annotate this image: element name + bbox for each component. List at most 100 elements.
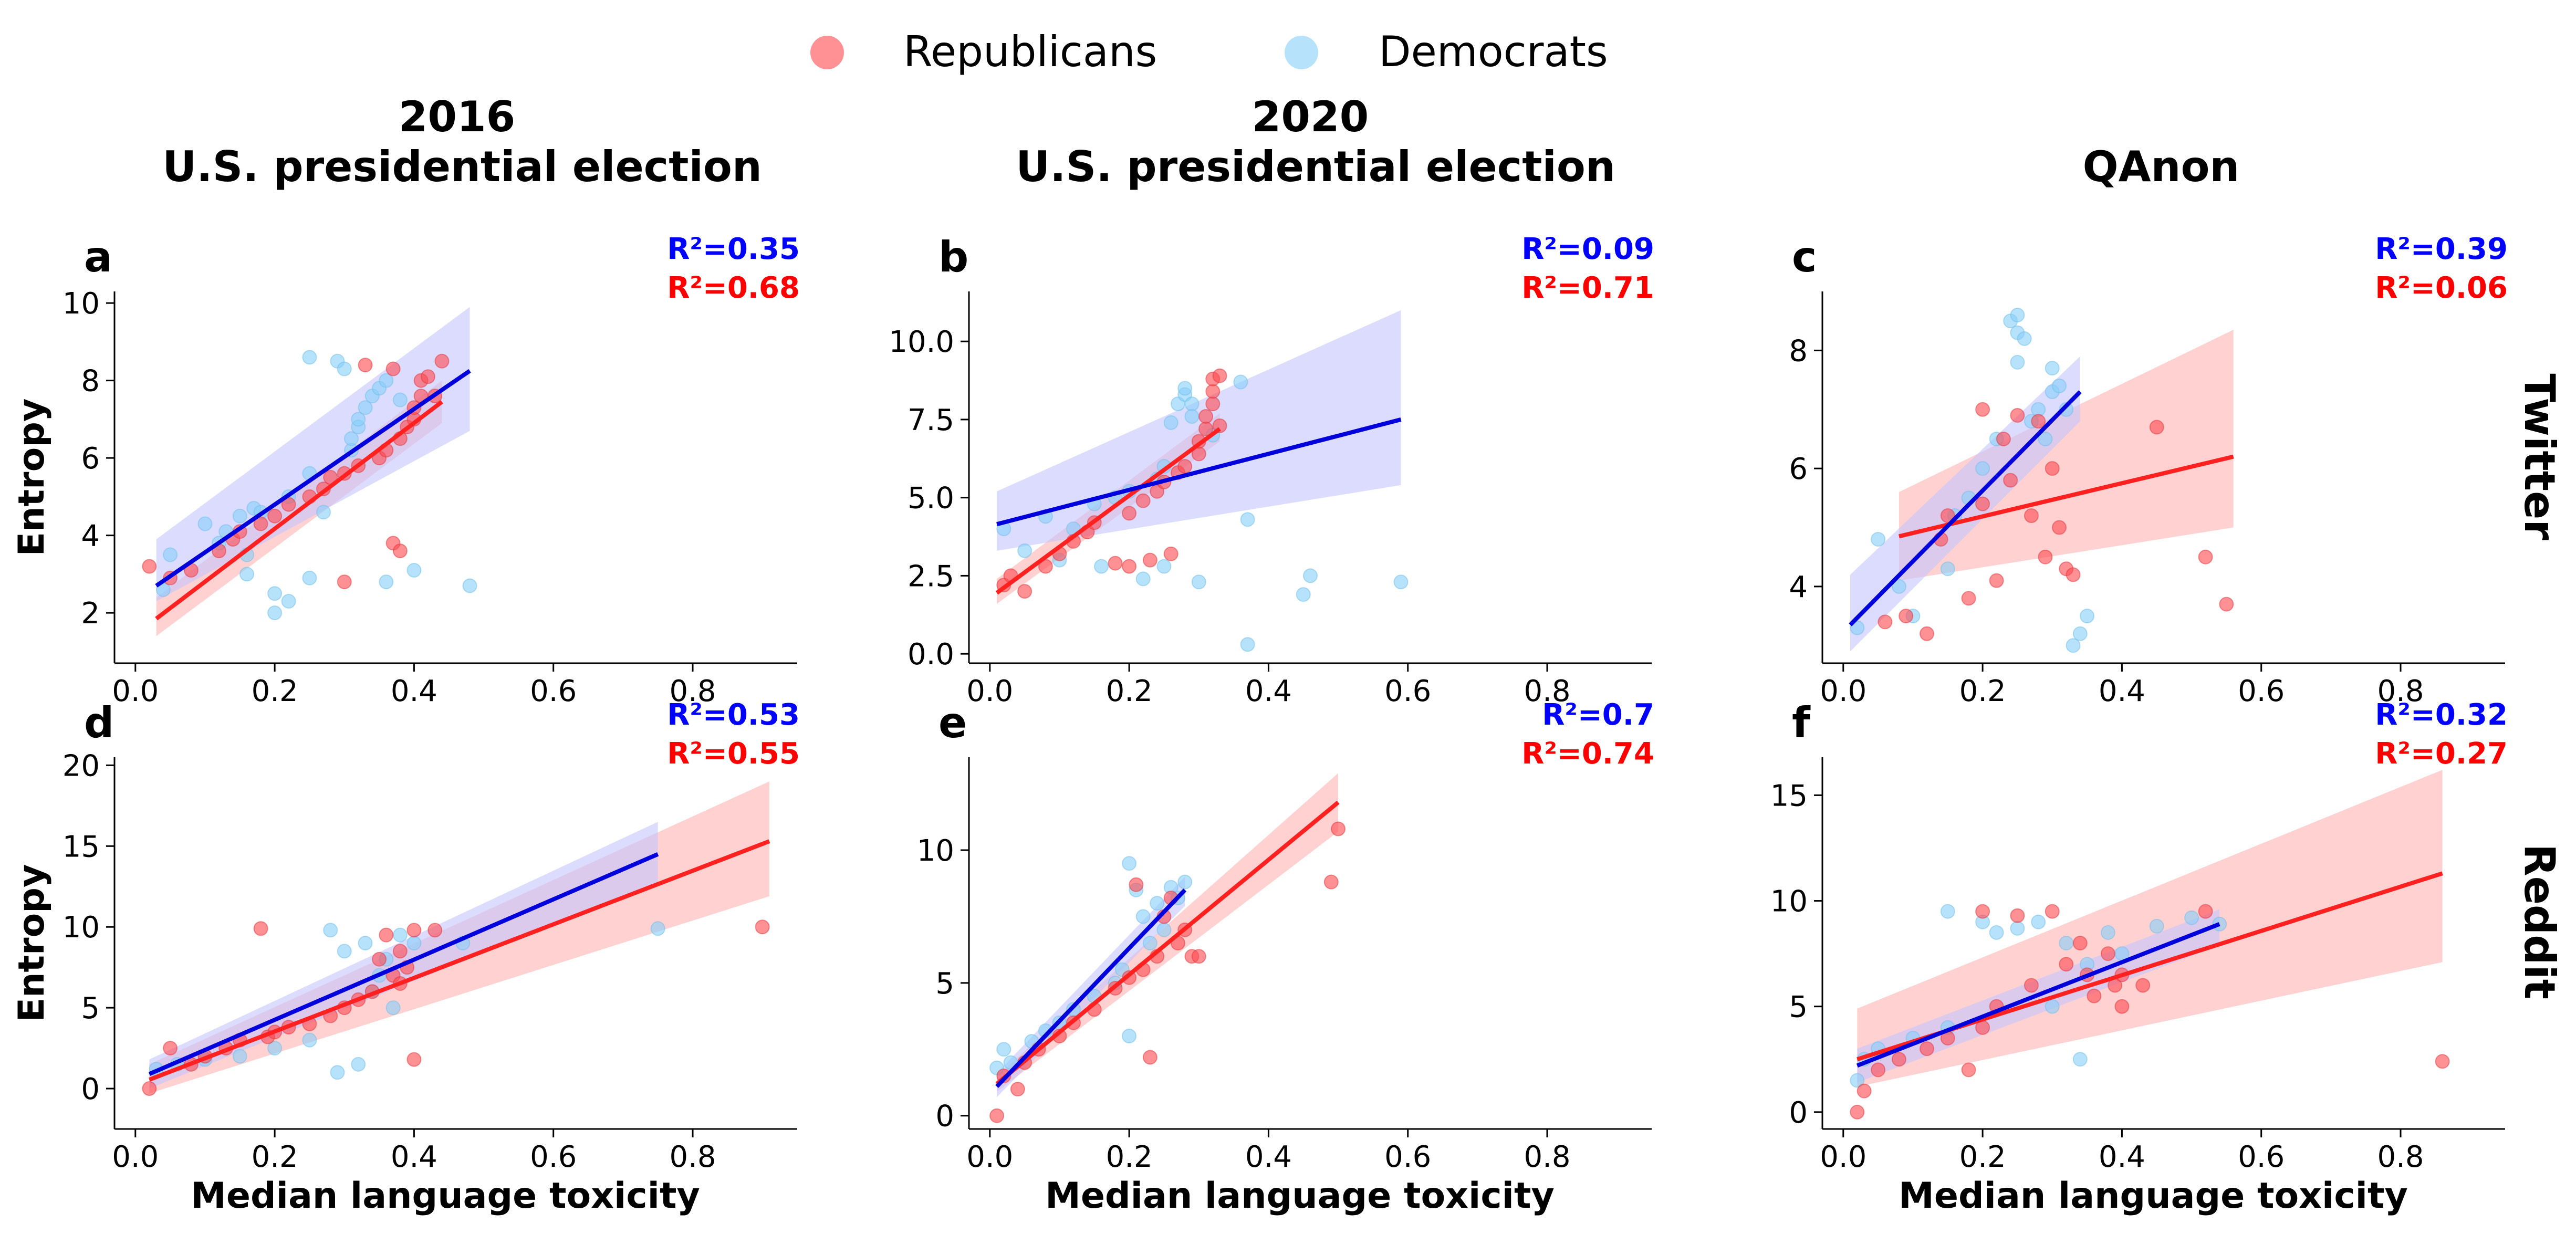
y-tick-label: 20: [62, 749, 100, 783]
data-point-democrats: [1156, 922, 1172, 937]
data-point-democrats: [330, 1065, 345, 1080]
data-point-democrats: [650, 921, 665, 936]
data-point-republicans: [420, 369, 435, 384]
panel-a: 0.0 0.2 0.4 0.6 0.8 2 4 6 8 10 a R²=0.35 R²=0.68 Entr…: [11, 232, 800, 708]
data-point-republicans: [1961, 1062, 1976, 1078]
data-point-democrats: [1163, 415, 1179, 430]
panel-f: 0.0 0.2 0.4 0.6 0.8 0 5 10 15 f R²=0.32 R²=0.27 Medi…: [1770, 698, 2508, 1217]
data-point-democrats: [2052, 378, 2067, 393]
x-tick-label: 0.0: [966, 674, 1013, 708]
data-point-republicans: [358, 358, 373, 373]
y-tick-label: 6: [81, 442, 100, 476]
y-axis-label: Entropy: [11, 864, 53, 1022]
data-point-democrats: [2010, 354, 2025, 370]
data-point-republicans: [1961, 591, 1976, 606]
data-point-democrats: [2080, 609, 2095, 624]
data-point-republicans: [2010, 908, 2025, 923]
data-point-republicans: [2135, 978, 2151, 993]
x-tick-label: 0.4: [391, 674, 437, 708]
r2-label-democrats: R²=0.39: [2375, 232, 2508, 266]
r2-label-democrats: R²=0.09: [1521, 232, 1654, 266]
data-point-democrats: [2059, 402, 2074, 417]
y-axis-label: Entropy: [11, 399, 53, 557]
data-point-republicans: [1940, 508, 1955, 524]
data-point-republicans: [281, 497, 296, 512]
row-label-reddit: Reddit: [2515, 844, 2564, 999]
data-point-republicans: [2010, 408, 2025, 423]
x-tick-label: 0.6: [1384, 1140, 1431, 1174]
data-point-democrats: [1940, 561, 1955, 577]
legend-label-democrats: Democrats: [1379, 27, 1608, 76]
data-point-republicans: [1975, 402, 1990, 417]
data-point-republicans: [1205, 384, 1221, 399]
data-point-republicans: [385, 361, 401, 377]
data-point-democrats: [2149, 918, 2164, 934]
y-tick-label: 0: [1789, 1096, 1808, 1130]
data-point-republicans: [1142, 1050, 1157, 1065]
y-tick-label: 15: [62, 830, 100, 864]
legend: Republicans Democrats: [810, 27, 1608, 76]
legend-marker-democrats: [1285, 36, 1318, 69]
data-point-democrats: [1017, 543, 1033, 558]
panel-label: e: [938, 698, 967, 747]
data-point-democrats: [1975, 461, 1990, 476]
regression-line-democrats: [996, 417, 1402, 527]
data-point-republicans: [989, 1108, 1005, 1123]
data-point-democrats: [1850, 1073, 1865, 1088]
data-point-democrats: [337, 361, 352, 377]
y-tick-label: 4: [81, 519, 100, 553]
y-tick-label: 8: [81, 364, 100, 399]
data-point-democrats: [1150, 896, 1165, 911]
x-axis-label: Median language toxicity: [191, 1175, 700, 1217]
y-tick-label: 2.5: [908, 559, 954, 593]
regression-line-republicans: [155, 400, 443, 621]
y-tick-label: 0: [935, 1100, 954, 1134]
legend-label-republicans: Republicans: [903, 27, 1157, 76]
data-point-democrats: [1184, 396, 1200, 412]
data-point-democrats: [392, 392, 408, 407]
data-point-republicans: [1017, 584, 1033, 599]
panel-label: d: [84, 698, 114, 747]
r2-label-republicans: R²=0.71: [1521, 271, 1654, 305]
x-tick-label: 0.8: [2377, 1140, 2424, 1174]
data-point-democrats: [1850, 620, 1865, 635]
data-point-democrats: [302, 570, 317, 585]
y-tick-label: 15: [1770, 779, 1808, 813]
x-tick-label: 0.4: [2099, 674, 2145, 708]
data-point-democrats: [232, 508, 247, 524]
x-tick-label: 0.8: [669, 674, 716, 708]
data-point-republicans: [1871, 1062, 1886, 1078]
regression-line-republicans: [995, 427, 1221, 595]
data-point-democrats: [2072, 626, 2088, 641]
data-point-republicans: [1899, 609, 1914, 624]
x-tick-label: 0.0: [966, 1140, 1013, 1174]
data-point-democrats: [2072, 1052, 2088, 1067]
data-point-democrats: [2038, 431, 2053, 446]
data-point-democrats: [1122, 1029, 1137, 1043]
data-point-democrats: [996, 1042, 1011, 1057]
data-point-democrats: [1156, 559, 1172, 574]
data-point-democrats: [2059, 936, 2074, 950]
column-titles: 2016 U.S. presidential election 2020 U.S…: [162, 92, 2239, 191]
r2-label-republicans: R²=0.74: [1521, 737, 1654, 771]
data-point-democrats: [2066, 638, 2081, 653]
x-axis-label: Median language toxicity: [1045, 1175, 1555, 1217]
regression-line-democrats: [155, 369, 471, 588]
x-tick-label: 0.8: [2377, 674, 2424, 708]
r2-label-republicans: R²=0.68: [667, 271, 800, 305]
data-point-republicans: [1177, 459, 1193, 474]
x-tick-label: 0.6: [530, 1140, 577, 1174]
data-point-democrats: [1871, 532, 1886, 547]
column-title-2016-event: U.S. presidential election: [162, 142, 762, 191]
data-point-democrats: [1094, 559, 1109, 574]
y-tick-label: 6: [1789, 452, 1808, 486]
data-point-republicans: [2072, 936, 2088, 950]
data-point-republicans: [1122, 559, 1137, 574]
data-point-democrats: [1177, 874, 1193, 890]
data-point-democrats: [267, 605, 283, 621]
data-point-republicans: [2024, 508, 2039, 524]
data-point-democrats: [2017, 331, 2032, 346]
x-tick-label: 0.0: [112, 674, 159, 708]
y-tick-label: 10.0: [889, 325, 954, 359]
y-tick-label: 10: [1770, 885, 1808, 919]
